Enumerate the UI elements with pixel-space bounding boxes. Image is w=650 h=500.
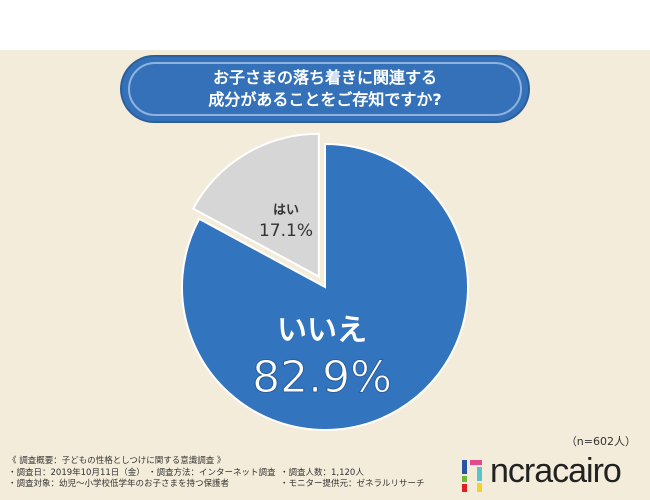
note-date: ・調査日：2019年10月11日（金） bbox=[8, 467, 145, 478]
logo: ncracairo bbox=[462, 452, 642, 496]
title-line-1: お子さまの落ち着きに関連する bbox=[212, 68, 437, 87]
value-yes: 17.1% bbox=[259, 221, 313, 241]
top-band bbox=[0, 0, 650, 50]
sample-size: （n=602人） bbox=[565, 435, 636, 448]
value-no: 82.9% bbox=[252, 352, 392, 403]
note-count: ・調査人数：1,120人 bbox=[280, 467, 364, 478]
note-method: ・調査方法：インターネット調査 bbox=[148, 467, 276, 478]
note-provider: ・モニター提供元：ゼネラルリサーチ bbox=[280, 479, 425, 489]
note-target: ・調査対象：幼児～小学校低学年のお子さまを持つ保護者 bbox=[8, 479, 230, 489]
title-line-2: 成分があることをご存知ですか? bbox=[208, 90, 442, 109]
pie-slice-no bbox=[181, 142, 469, 431]
notes-heading: 《 調査概要：子どもの性格としつけに関する意識調査 》 bbox=[8, 456, 226, 466]
label-no: いいえ bbox=[277, 313, 367, 348]
chart-title-banner: お子さまの落ち着きに関連する 成分があることをご存知ですか? bbox=[122, 57, 528, 121]
survey-notes: 《 調査概要：子どもの性格としつけに関する意識調査 》 ・調査日：2019年10… bbox=[8, 456, 425, 491]
label-yes: はい bbox=[273, 203, 299, 218]
pie-slice-yes bbox=[191, 132, 320, 279]
